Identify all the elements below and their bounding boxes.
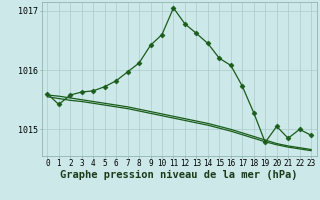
- X-axis label: Graphe pression niveau de la mer (hPa): Graphe pression niveau de la mer (hPa): [60, 170, 298, 180]
